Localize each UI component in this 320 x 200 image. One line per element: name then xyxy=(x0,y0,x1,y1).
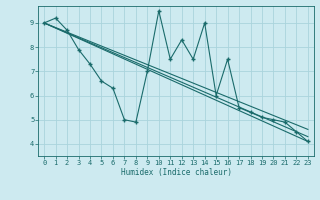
X-axis label: Humidex (Indice chaleur): Humidex (Indice chaleur) xyxy=(121,168,231,177)
